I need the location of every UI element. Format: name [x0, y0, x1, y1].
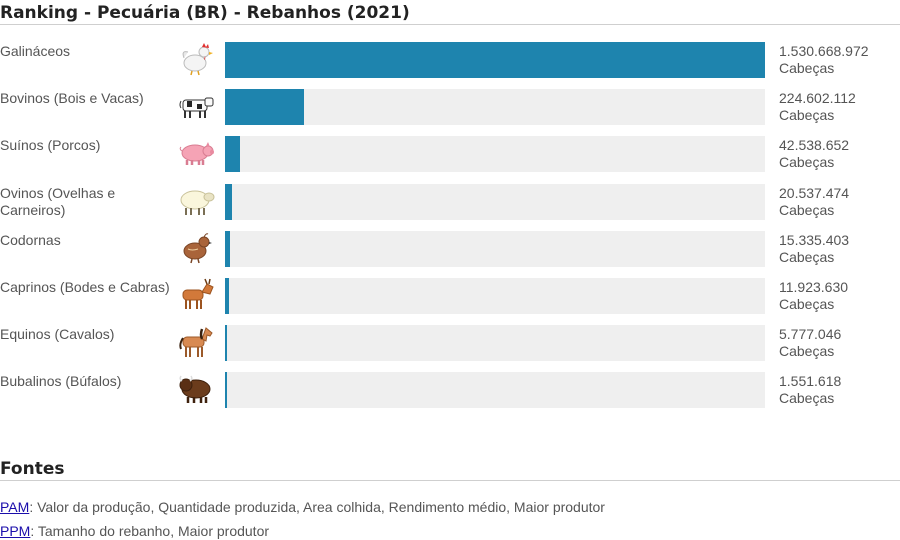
horse-icon: [178, 325, 216, 359]
category-label: Caprinos (Bodes e Cabras): [0, 279, 170, 295]
bar-row: Ovinos (Ovelhas e Carneiros) 20.537.474 Ca…: [0, 183, 900, 220]
value-unit: Cabeças: [779, 60, 835, 76]
source-item-pam: PAM: Valor da produção, Quantidade produ…: [0, 499, 605, 515]
value-number: 1.551.618: [779, 373, 842, 390]
bar: [225, 89, 305, 126]
value-unit: Cabeças: [779, 296, 835, 312]
bar: [225, 183, 233, 220]
category-label: Suínos (Porcos): [0, 137, 101, 154]
bar-track: [225, 325, 765, 362]
value-number: 11.923.630: [779, 279, 849, 295]
bar-track: [225, 89, 765, 126]
value-label: 11.923.630 Cabeças: [779, 279, 848, 313]
sources-divider: [0, 480, 900, 481]
quail-icon: [178, 231, 216, 265]
value-unit: Cabeças: [779, 343, 835, 360]
bar-track: [225, 230, 765, 267]
value-number: 224.602.112: [779, 90, 856, 107]
chicken-icon: [178, 42, 216, 76]
chart-title: Ranking - Pecuária (BR) - Rebanhos (2021…: [0, 3, 410, 23]
value-number: 1.530.668.972: [779, 43, 869, 59]
value-number: 5.777.046: [779, 326, 842, 343]
buffalo-icon: [178, 372, 216, 406]
source-description: : Tamanho do rebanho, Maior produtor: [30, 523, 270, 539]
value-unit: Cabeças: [779, 390, 835, 407]
bar: [225, 136, 240, 173]
bar-row: Suínos (Porcos) 42.538.652 Cabeças: [0, 136, 900, 173]
value-label: 1.530.668.972 Cabeças: [779, 43, 869, 77]
bar-track: [225, 42, 765, 78]
value-number: 42.538.652: [779, 137, 850, 154]
category-label: Codornas: [0, 231, 61, 248]
value-label: 15.335.403 Cabeças: [779, 232, 849, 266]
bar: [225, 278, 230, 314]
source-link-ppm[interactable]: PPM: [0, 523, 31, 539]
category-label: Equinos (Cavalos): [0, 326, 115, 343]
bar-row: Codornas 15.335.403 Cabeças: [0, 230, 900, 267]
value-number: 15.335.403: [779, 231, 850, 248]
bar: [225, 42, 765, 78]
category-label: Ovinos (Ovelhas e Carneiros): [0, 184, 116, 218]
value-number: 20.537.474: [779, 184, 850, 201]
value-unit: Cabeças: [779, 248, 835, 265]
bar-track: [225, 183, 765, 220]
value-label: 5.777.046 Cabeças: [779, 326, 841, 360]
value-label: 42.538.652 Cabeças: [779, 137, 849, 171]
sheep-icon: [178, 184, 216, 218]
bar: [225, 372, 227, 409]
title-divider: [0, 24, 900, 25]
bar-row: Galináceos 1.530.668.972 Cabeças: [0, 42, 900, 78]
goat-icon: [178, 278, 216, 312]
bar-row: Equinos (Cavalos) 5.777.046 Cabeças: [0, 325, 900, 362]
category-label: Bubalinos (Búfalos): [0, 373, 122, 390]
bar-row: Caprinos (Bodes e Cabras) 11.923.630 Cabeç…: [0, 278, 900, 314]
bar: [225, 230, 231, 267]
category-label: Bovinos (Bois e Vacas): [0, 90, 144, 107]
bar: [225, 325, 228, 362]
value-label: 1.551.618 Cabeças: [779, 373, 841, 407]
pig-icon: [178, 136, 216, 170]
value-unit: Cabeças: [779, 107, 835, 124]
bar-track: [225, 136, 765, 173]
bar-row: Bovinos (Bois e Vacas) 224.602.112 Cabeças: [0, 89, 900, 126]
cow-icon: [178, 89, 216, 123]
sources-title: Fontes: [0, 459, 65, 479]
bar-track: [225, 278, 765, 314]
source-description: : Valor da produção, Quantidade produzid…: [29, 499, 605, 515]
value-label: 20.537.474 Cabeças: [779, 185, 849, 219]
bar-track: [225, 372, 765, 409]
value-label: 224.602.112 Cabeças: [779, 90, 856, 124]
source-link-pam[interactable]: PAM: [0, 499, 30, 515]
category-label: Galináceos: [0, 43, 71, 59]
value-unit: Cabeças: [779, 154, 835, 171]
source-item-ppm: PPM: Tamanho do rebanho, Maior produtor: [0, 523, 269, 539]
value-unit: Cabeças: [779, 201, 835, 218]
bar-row: Bubalinos (Búfalos) 1.551.618 Cabeças: [0, 372, 900, 409]
